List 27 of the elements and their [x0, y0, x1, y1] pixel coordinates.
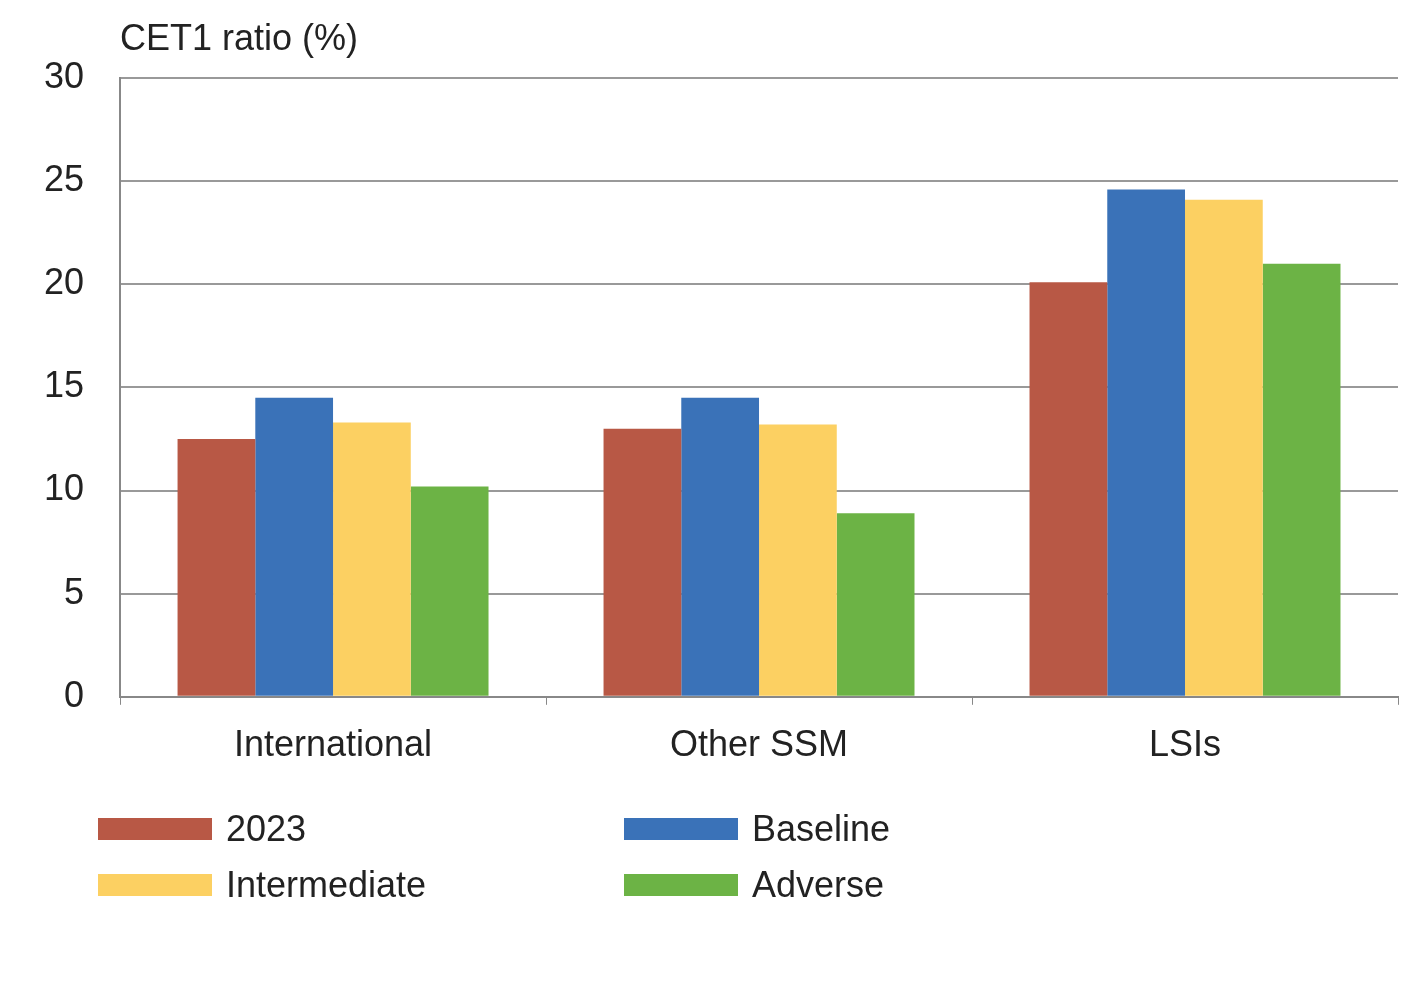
bar: [410, 486, 489, 696]
x-tick-label: LSIs: [1148, 723, 1222, 765]
bar: [255, 397, 334, 696]
bar: [1185, 199, 1263, 696]
y-tick-label: 20: [44, 261, 85, 303]
bar: [759, 424, 837, 696]
y-tick-label: 0: [64, 673, 85, 715]
legend-label: Intermediate: [226, 864, 427, 906]
legend-label: Baseline: [752, 808, 891, 850]
bar: [603, 428, 682, 696]
y-tick-label: 5: [64, 570, 85, 612]
bar: [177, 438, 256, 696]
legend-label: 2023: [226, 808, 307, 850]
y-axis-title: CET1 ratio (%): [120, 16, 359, 58]
bar: [1029, 282, 1108, 696]
bar: [836, 513, 915, 696]
y-tick-label: 15: [44, 364, 85, 406]
bar: [1107, 189, 1186, 696]
bar: [681, 397, 760, 696]
bar: [333, 422, 411, 696]
legend-label: Adverse: [752, 864, 885, 906]
y-tick-label: 30: [44, 54, 85, 96]
x-tick-label: Other SSM: [669, 723, 849, 765]
x-tick-label: International: [233, 723, 433, 765]
y-tick-label: 25: [44, 158, 85, 200]
bar: [1262, 263, 1341, 696]
y-tick-label: 10: [44, 467, 85, 509]
